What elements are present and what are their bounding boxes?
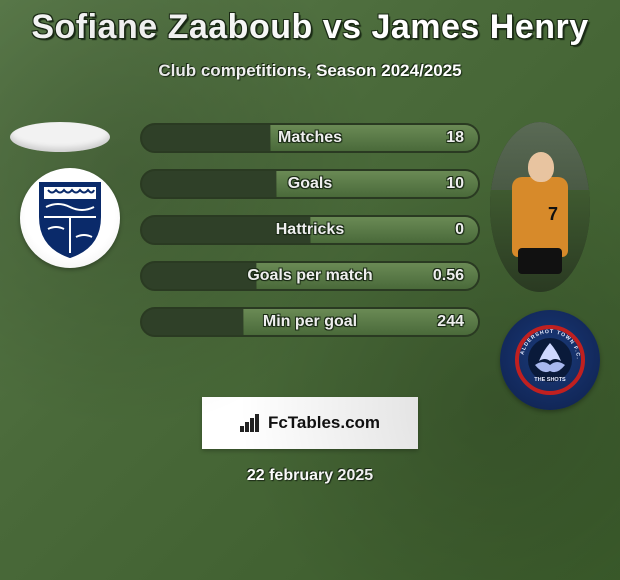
stat-value: 0.56 xyxy=(433,263,464,289)
club-badge-right: ALDERSHOT TOWN F.C. THE SHOTS xyxy=(500,310,600,410)
shield-icon xyxy=(34,177,106,259)
stat-label: Goals xyxy=(142,171,478,197)
stat-label: Min per goal xyxy=(142,309,478,335)
club-badge-left xyxy=(20,168,120,268)
stat-row: Goals 10 xyxy=(140,169,480,199)
player-torso xyxy=(512,177,568,257)
player-head xyxy=(528,152,554,182)
stat-value: 0 xyxy=(455,217,464,243)
stat-label: Hattricks xyxy=(142,217,478,243)
stat-row: Matches 18 xyxy=(140,123,480,153)
stat-value: 10 xyxy=(446,171,464,197)
svg-text:THE SHOTS: THE SHOTS xyxy=(534,377,566,383)
brand-text: FcTables.com xyxy=(268,413,380,433)
phoenix-badge-icon: ALDERSHOT TOWN F.C. THE SHOTS xyxy=(515,325,585,395)
stat-label: Matches xyxy=(142,125,478,151)
player-left-photo-placeholder xyxy=(10,122,110,152)
player-right-photo: 7 xyxy=(490,122,590,292)
stat-row: Min per goal 244 xyxy=(140,307,480,337)
bars-icon xyxy=(240,414,262,432)
page-title: Sofiane Zaaboub vs James Henry xyxy=(0,0,620,47)
stat-row: Goals per match 0.56 xyxy=(140,261,480,291)
shirt-number: 7 xyxy=(548,204,558,225)
player-shorts xyxy=(518,248,562,274)
stat-value: 244 xyxy=(437,309,464,335)
stats-block: Matches 18 Goals 10 Hattricks 0 Goals pe… xyxy=(140,123,480,337)
date-text: 22 february 2025 xyxy=(0,467,620,485)
page-subtitle: Club competitions, Season 2024/2025 xyxy=(0,61,620,81)
stat-row: Hattricks 0 xyxy=(140,215,480,245)
brand-pill: FcTables.com xyxy=(202,397,418,449)
stat-value: 18 xyxy=(446,125,464,151)
stat-label: Goals per match xyxy=(142,263,478,289)
